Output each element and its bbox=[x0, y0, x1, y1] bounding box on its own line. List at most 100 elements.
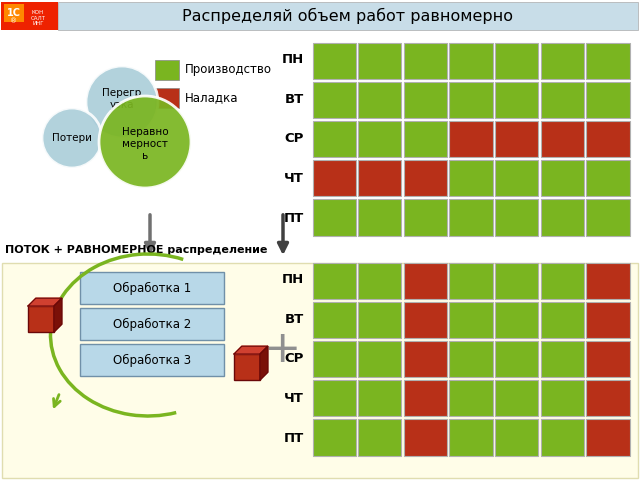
FancyBboxPatch shape bbox=[449, 341, 493, 377]
FancyBboxPatch shape bbox=[404, 263, 447, 299]
FancyBboxPatch shape bbox=[312, 380, 356, 416]
FancyBboxPatch shape bbox=[541, 301, 584, 338]
FancyBboxPatch shape bbox=[358, 160, 401, 196]
Text: 1C: 1C bbox=[7, 8, 21, 18]
FancyBboxPatch shape bbox=[358, 199, 401, 236]
FancyBboxPatch shape bbox=[312, 263, 356, 299]
FancyBboxPatch shape bbox=[586, 419, 630, 456]
FancyBboxPatch shape bbox=[404, 380, 447, 416]
FancyBboxPatch shape bbox=[586, 43, 630, 79]
FancyBboxPatch shape bbox=[404, 199, 447, 236]
Text: ПН: ПН bbox=[282, 273, 304, 286]
Text: Наладка: Наладка bbox=[185, 92, 239, 105]
FancyBboxPatch shape bbox=[2, 263, 638, 478]
FancyBboxPatch shape bbox=[495, 120, 538, 157]
FancyBboxPatch shape bbox=[312, 160, 356, 196]
Text: ПН: ПН bbox=[282, 53, 304, 66]
FancyBboxPatch shape bbox=[404, 419, 447, 456]
FancyBboxPatch shape bbox=[586, 82, 630, 118]
Polygon shape bbox=[54, 298, 62, 332]
Text: ПТ: ПТ bbox=[284, 212, 304, 225]
FancyBboxPatch shape bbox=[449, 419, 493, 456]
Text: Обработка 3: Обработка 3 bbox=[113, 353, 191, 367]
Text: Перегр
узка: Перегр узка bbox=[102, 88, 141, 110]
FancyBboxPatch shape bbox=[586, 341, 630, 377]
FancyBboxPatch shape bbox=[449, 120, 493, 157]
Polygon shape bbox=[28, 298, 62, 306]
FancyBboxPatch shape bbox=[495, 341, 538, 377]
Text: Распределяй объем работ равномерно: Распределяй объем работ равномерно bbox=[182, 8, 513, 24]
FancyBboxPatch shape bbox=[541, 82, 584, 118]
FancyBboxPatch shape bbox=[586, 199, 630, 236]
Text: ЧТ: ЧТ bbox=[284, 172, 304, 185]
FancyBboxPatch shape bbox=[404, 341, 447, 377]
FancyBboxPatch shape bbox=[358, 301, 401, 338]
FancyBboxPatch shape bbox=[495, 419, 538, 456]
FancyBboxPatch shape bbox=[4, 4, 24, 22]
FancyBboxPatch shape bbox=[80, 272, 224, 304]
Text: СР: СР bbox=[285, 352, 304, 365]
FancyBboxPatch shape bbox=[312, 301, 356, 338]
FancyBboxPatch shape bbox=[541, 380, 584, 416]
FancyBboxPatch shape bbox=[586, 301, 630, 338]
FancyBboxPatch shape bbox=[541, 120, 584, 157]
FancyBboxPatch shape bbox=[404, 43, 447, 79]
FancyBboxPatch shape bbox=[358, 120, 401, 157]
FancyBboxPatch shape bbox=[28, 306, 54, 332]
FancyBboxPatch shape bbox=[449, 82, 493, 118]
FancyBboxPatch shape bbox=[358, 380, 401, 416]
FancyBboxPatch shape bbox=[404, 160, 447, 196]
FancyBboxPatch shape bbox=[541, 160, 584, 196]
Text: Обработка 1: Обработка 1 bbox=[113, 281, 191, 295]
FancyBboxPatch shape bbox=[358, 43, 401, 79]
Text: Потери: Потери bbox=[52, 133, 92, 143]
FancyBboxPatch shape bbox=[495, 301, 538, 338]
FancyBboxPatch shape bbox=[312, 341, 356, 377]
FancyBboxPatch shape bbox=[80, 344, 224, 376]
Text: ®: ® bbox=[10, 18, 17, 24]
FancyBboxPatch shape bbox=[358, 82, 401, 118]
FancyBboxPatch shape bbox=[541, 341, 584, 377]
FancyBboxPatch shape bbox=[312, 120, 356, 157]
FancyBboxPatch shape bbox=[234, 354, 260, 380]
FancyBboxPatch shape bbox=[495, 82, 538, 118]
FancyBboxPatch shape bbox=[404, 301, 447, 338]
FancyBboxPatch shape bbox=[586, 263, 630, 299]
FancyBboxPatch shape bbox=[312, 43, 356, 79]
FancyBboxPatch shape bbox=[495, 380, 538, 416]
FancyBboxPatch shape bbox=[358, 341, 401, 377]
Polygon shape bbox=[260, 346, 268, 380]
FancyBboxPatch shape bbox=[541, 419, 584, 456]
FancyBboxPatch shape bbox=[449, 263, 493, 299]
FancyBboxPatch shape bbox=[449, 301, 493, 338]
FancyBboxPatch shape bbox=[358, 419, 401, 456]
Polygon shape bbox=[234, 346, 268, 354]
Text: КОН
САЛТ
ИНГ: КОН САЛТ ИНГ bbox=[31, 10, 45, 26]
FancyBboxPatch shape bbox=[449, 160, 493, 196]
FancyBboxPatch shape bbox=[495, 199, 538, 236]
FancyBboxPatch shape bbox=[541, 43, 584, 79]
Circle shape bbox=[99, 96, 191, 188]
FancyBboxPatch shape bbox=[449, 199, 493, 236]
FancyBboxPatch shape bbox=[586, 380, 630, 416]
FancyBboxPatch shape bbox=[541, 199, 584, 236]
FancyBboxPatch shape bbox=[312, 419, 356, 456]
Text: ПОТОК + РАВНОМЕРНОЕ распределение: ПОТОК + РАВНОМЕРНОЕ распределение bbox=[5, 245, 268, 255]
FancyBboxPatch shape bbox=[155, 88, 179, 108]
Text: ЧТ: ЧТ bbox=[284, 392, 304, 405]
FancyBboxPatch shape bbox=[586, 160, 630, 196]
FancyBboxPatch shape bbox=[495, 160, 538, 196]
Circle shape bbox=[42, 108, 102, 168]
FancyBboxPatch shape bbox=[1, 2, 58, 30]
Text: СР: СР bbox=[285, 132, 304, 145]
Text: Производство: Производство bbox=[185, 63, 272, 76]
FancyBboxPatch shape bbox=[495, 43, 538, 79]
FancyBboxPatch shape bbox=[358, 263, 401, 299]
FancyBboxPatch shape bbox=[541, 263, 584, 299]
Text: +: + bbox=[263, 328, 301, 372]
FancyBboxPatch shape bbox=[449, 43, 493, 79]
FancyBboxPatch shape bbox=[495, 263, 538, 299]
Circle shape bbox=[86, 66, 158, 138]
FancyBboxPatch shape bbox=[404, 120, 447, 157]
FancyBboxPatch shape bbox=[586, 120, 630, 157]
